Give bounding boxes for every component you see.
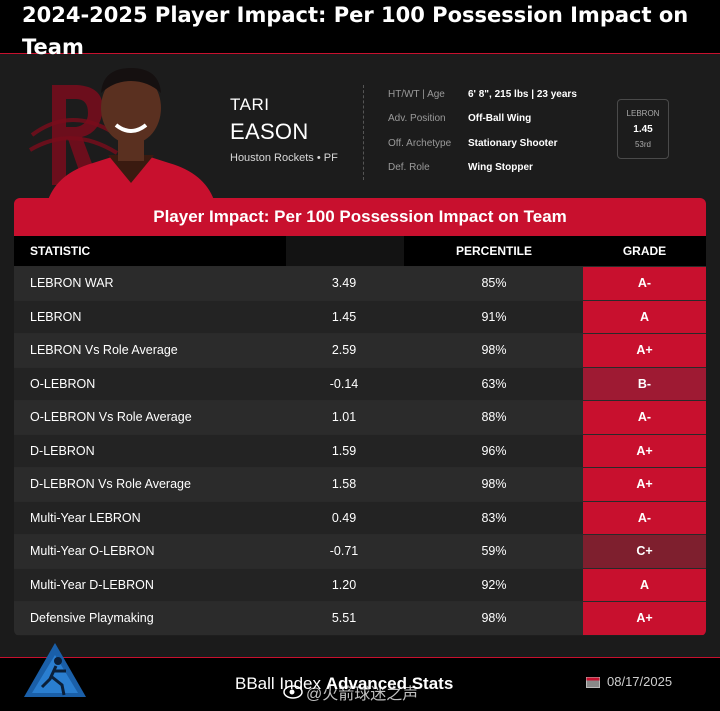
cell-value: 1.58: [331, 477, 357, 491]
cell-percentile: 83%: [481, 510, 507, 525]
cell-percentile: 98%: [481, 611, 507, 625]
footer-date: 08/17/2025: [607, 674, 673, 689]
footer-brand-bold: Advanced Stats: [325, 674, 454, 693]
header-value-blurred: [286, 236, 404, 266]
lebron-box-label: LEBRON: [626, 109, 660, 118]
cell-percentile: 98%: [481, 477, 507, 491]
cell-percentile: 92%: [481, 577, 507, 592]
page-title: 2024-2025 Player Impact: Per 100 Possess…: [22, 3, 689, 59]
table-row: LEBRON 1.45 91% A: [14, 299, 706, 334]
cell-percentile: 85%: [481, 276, 507, 290]
lebron-box-value: 1.45: [633, 124, 653, 135]
impact-table: Player Impact: Per 100 Possession Impact…: [14, 198, 706, 636]
cell-statistic: D-LEBRON Vs Role Average: [30, 477, 191, 491]
cell-percentile: 63%: [481, 376, 507, 391]
cell-statistic: LEBRON WAR: [30, 276, 114, 290]
info-value-position: Off-Ball Wing: [468, 113, 532, 124]
info-label-ht-wt: HT/WT | Age: [388, 89, 445, 100]
table-row: LEBRON WAR 3.49 85% A-: [14, 266, 706, 300]
table-row: O-LEBRON Vs Role Average 1.01 88% A-: [14, 400, 706, 434]
player-last-name: EASON: [230, 119, 309, 144]
info-divider: [363, 85, 364, 180]
cell-grade: A+: [583, 334, 706, 367]
info-label-position: Adv. Position: [388, 113, 446, 124]
watermark-text: @火箭球迷之声: [306, 686, 419, 703]
cell-statistic: Multi-Year D-LEBRON: [30, 577, 154, 592]
cell-value: 1.01: [331, 410, 357, 424]
cell-statistic: Multi-Year O-LEBRON: [30, 544, 155, 558]
table-row: O-LEBRON -0.14 63% B-: [14, 366, 706, 401]
header-grade: GRADE: [622, 244, 667, 258]
cell-statistic: Multi-Year LEBRON: [30, 510, 141, 525]
cell-statistic: O-LEBRON Vs Role Average: [30, 410, 192, 424]
cell-statistic: O-LEBRON: [30, 376, 96, 391]
lebron-box-rank: 53rd: [634, 140, 651, 149]
table-row: Multi-Year D-LEBRON 1.20 92% A: [14, 567, 706, 602]
table-row: D-LEBRON 1.59 96% A+: [14, 433, 706, 468]
table-body: LEBRON WAR 3.49 85% A- LEBRON 1.45 91% A LEBRON …: [14, 266, 706, 635]
table-row: Defensive Playmaking 5.51 98% A+: [14, 601, 706, 635]
footer-divider: [0, 657, 720, 658]
cell-percentile: 96%: [481, 443, 507, 458]
cell-percentile: 59%: [481, 544, 507, 558]
header-percentile: PERCENTILE: [455, 244, 532, 258]
cell-value: -0.71: [329, 544, 359, 558]
bball-index-logo-icon: [24, 643, 86, 697]
cell-value: 2.59: [331, 343, 357, 357]
info-label-def-role: Def. Role: [388, 162, 430, 173]
player-first-name: TARI: [230, 95, 270, 114]
cell-grade: A-: [583, 401, 706, 434]
cell-grade: A+: [583, 434, 706, 468]
info-label-archetype: Off. Archetype: [388, 138, 452, 149]
cell-grade: A-: [583, 267, 706, 300]
cell-value: 1.20: [331, 577, 357, 592]
cell-percentile: 98%: [481, 343, 507, 357]
title-bar: 2024-2025 Player Impact: Per 100 Possess…: [0, 0, 720, 59]
cell-statistic: LEBRON: [30, 309, 82, 324]
table-row: Multi-Year O-LEBRON -0.71 59% C+: [14, 534, 706, 568]
table-row: D-LEBRON Vs Role Average 1.58 98% A+: [14, 467, 706, 501]
cell-grade: A+: [583, 468, 706, 501]
cell-value: 1.45: [331, 309, 357, 324]
info-value-ht-wt: 6' 8", 215 lbs | 23 years: [468, 89, 577, 100]
weibo-icon: [283, 685, 303, 699]
cell-grade: A: [583, 300, 706, 334]
cell-statistic: Defensive Playmaking: [30, 611, 154, 625]
lebron-summary-box: LEBRON 1.45 53rd: [617, 99, 669, 159]
table-row: Multi-Year LEBRON 0.49 83% A-: [14, 500, 706, 535]
cell-statistic: D-LEBRON: [30, 443, 95, 458]
header-statistic: STATISTIC: [30, 244, 91, 258]
cell-grade: A-: [583, 501, 706, 535]
table-header-row: STATISTIC PERCENTILE GRADE: [14, 236, 706, 266]
cell-grade: A: [583, 568, 706, 602]
cell-grade: C+: [583, 535, 706, 568]
player-header: TARI EASON Houston Rockets • PF HT/WT | …: [0, 55, 720, 200]
cell-percentile: 91%: [481, 309, 507, 324]
cell-grade: A+: [583, 602, 706, 635]
info-value-def-role: Wing Stopper: [468, 162, 533, 173]
table-title: Player Impact: Per 100 Possession Impact…: [14, 198, 706, 236]
cell-value: -0.14: [329, 376, 359, 391]
info-value-archetype: Stationary Shooter: [468, 138, 558, 149]
cell-value: 1.59: [331, 443, 357, 458]
cell-percentile: 88%: [481, 410, 507, 424]
cell-grade: B-: [583, 367, 706, 401]
cell-statistic: LEBRON Vs Role Average: [30, 343, 178, 357]
cell-value: 5.51: [331, 611, 357, 625]
player-team-position: Houston Rockets • PF: [230, 152, 338, 164]
calendar-icon: [586, 677, 600, 688]
cell-value: 0.49: [331, 510, 357, 525]
player-headshot: [48, 68, 214, 200]
table-row: LEBRON Vs Role Average 2.59 98% A+: [14, 333, 706, 367]
cell-value: 3.49: [331, 276, 357, 290]
footer: [0, 658, 720, 711]
